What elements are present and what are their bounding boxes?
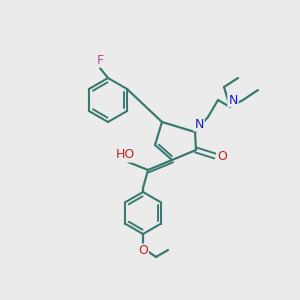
Text: O: O: [217, 149, 227, 163]
Text: N: N: [194, 118, 204, 130]
Text: HO: HO: [116, 148, 135, 161]
Text: N: N: [228, 94, 238, 106]
Text: O: O: [138, 244, 148, 257]
Text: F: F: [96, 53, 103, 67]
